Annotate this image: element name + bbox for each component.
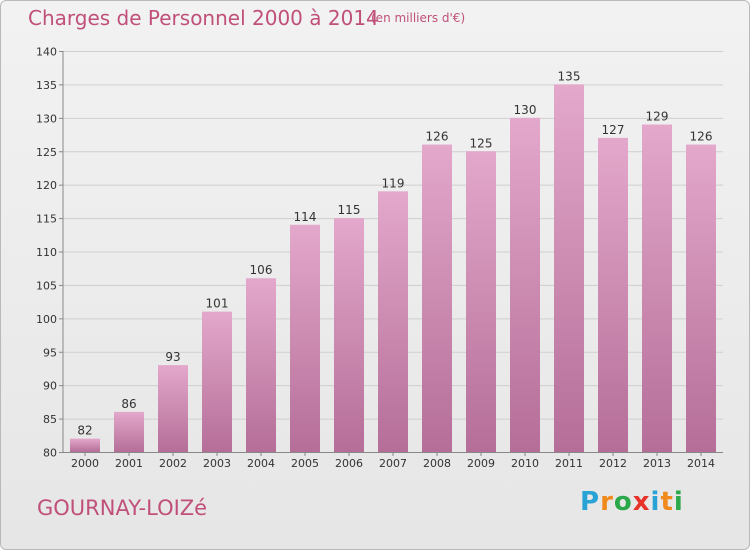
value-label-2012: 127 bbox=[602, 123, 625, 137]
logo-letter: o bbox=[613, 487, 633, 517]
bar-2003 bbox=[202, 311, 232, 452]
bar-2004 bbox=[246, 278, 276, 452]
x-tick-label-2005: 2005 bbox=[291, 457, 319, 470]
value-label-2000: 82 bbox=[77, 424, 92, 438]
y-tick-label: 85 bbox=[43, 413, 57, 426]
x-tick-label-2014: 2014 bbox=[687, 457, 715, 470]
x-axis: 2000 2001 2002 2003 2004 2005 2006 2007 2008 2009… bbox=[63, 452, 723, 470]
bar-2007 bbox=[378, 191, 408, 452]
bar-2013 bbox=[642, 124, 672, 453]
x-tick-label-2013: 2013 bbox=[643, 457, 671, 470]
value-label-2010: 130 bbox=[514, 103, 537, 117]
value-label-2001: 86 bbox=[121, 397, 136, 411]
value-label-2004: 106 bbox=[250, 263, 273, 277]
value-label-2002: 93 bbox=[165, 350, 180, 364]
y-tick-label: 140 bbox=[36, 46, 57, 59]
x-tick-label-2010: 2010 bbox=[511, 457, 539, 470]
bar-2012 bbox=[598, 137, 628, 452]
y-tick-label: 80 bbox=[43, 447, 57, 460]
y-tick-label: 95 bbox=[43, 346, 57, 359]
value-label-2013: 129 bbox=[646, 110, 669, 124]
bar-2002 bbox=[158, 365, 188, 452]
value-label-2014: 126 bbox=[690, 130, 713, 144]
y-tick-label: 105 bbox=[36, 279, 57, 292]
bar-2006 bbox=[334, 218, 364, 452]
y-tick-label: 110 bbox=[36, 246, 57, 259]
bar-2010 bbox=[510, 117, 540, 452]
y-tick-label: 115 bbox=[36, 213, 57, 226]
y-tick-label: 120 bbox=[36, 179, 57, 192]
y-tick-label: 135 bbox=[36, 79, 57, 92]
bar-2014 bbox=[686, 144, 716, 453]
value-label-2006: 115 bbox=[338, 203, 361, 217]
proxiti-logo: Proxiti bbox=[580, 487, 684, 517]
value-label-2009: 125 bbox=[470, 136, 493, 150]
logo-letter: P bbox=[580, 487, 601, 517]
value-label-2008: 126 bbox=[426, 130, 449, 144]
y-axis: 80 85 90 95 100 105 110 115 120 125 130 135 140 bbox=[36, 46, 64, 460]
bar-2008 bbox=[422, 144, 452, 453]
logo-letter: r bbox=[600, 487, 614, 517]
x-tick-label-2006: 2006 bbox=[335, 457, 363, 470]
chart-subtitle: (en milliers d'€) bbox=[371, 11, 466, 25]
bar-2009 bbox=[466, 151, 496, 452]
x-tick-label-2004: 2004 bbox=[247, 457, 275, 470]
y-tick-label: 130 bbox=[36, 112, 57, 125]
value-label-2005: 114 bbox=[294, 210, 317, 224]
bar-2001 bbox=[114, 411, 144, 452]
logo-letter: i bbox=[650, 487, 661, 517]
bar-2005 bbox=[290, 224, 320, 452]
y-tick-label: 100 bbox=[36, 313, 57, 326]
place-name: GOURNAY-LOIZé bbox=[37, 496, 208, 520]
y-tick-label: 125 bbox=[36, 146, 57, 159]
logo-letter: x bbox=[632, 487, 651, 517]
x-tick-label-2003: 2003 bbox=[203, 457, 231, 470]
value-label-2011: 135 bbox=[558, 69, 581, 83]
x-tick-label-2009: 2009 bbox=[467, 457, 495, 470]
bar-2011 bbox=[554, 84, 584, 453]
x-tick-label-2007: 2007 bbox=[379, 457, 407, 470]
x-tick-label-2012: 2012 bbox=[599, 457, 627, 470]
bars: 82 86 93 101 106 114 115 119 126 125 130 135 127 129 1… bbox=[70, 69, 716, 453]
value-label-2007: 119 bbox=[382, 176, 405, 190]
logo-letter: i bbox=[673, 487, 684, 517]
value-label-2003: 101 bbox=[206, 297, 229, 311]
x-tick-label-2008: 2008 bbox=[423, 457, 451, 470]
bar-2000 bbox=[70, 438, 100, 452]
logo-letter: t bbox=[660, 487, 674, 517]
x-tick-label-2011: 2011 bbox=[555, 457, 583, 470]
y-tick-label: 90 bbox=[43, 380, 57, 393]
x-tick-label-2002: 2002 bbox=[159, 457, 187, 470]
x-tick-label-2001: 2001 bbox=[115, 457, 143, 470]
x-tick-label-2000: 2000 bbox=[71, 457, 99, 470]
chart-title: Charges de Personnel 2000 à 2014 bbox=[28, 6, 379, 30]
